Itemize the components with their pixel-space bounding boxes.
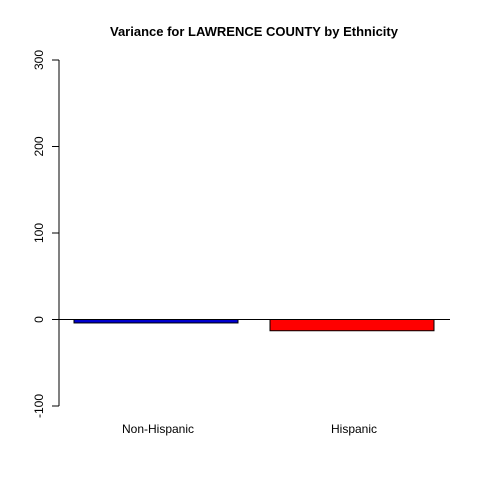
category-label: Non-Hispanic (122, 422, 194, 436)
bar-non-hispanic (73, 319, 239, 324)
y-tick-label: 100 (32, 223, 46, 243)
x-axis-labels: Non-Hispanic Hispanic (122, 422, 377, 436)
y-tick-label: 0 (32, 316, 46, 323)
bar-hispanic (269, 319, 435, 332)
chart-title: Variance for LAWRENCE COUNTY by Ethnicit… (110, 24, 399, 39)
bars (73, 319, 435, 332)
y-tick-label: -100 (32, 394, 46, 418)
y-tick-label: 300 (32, 50, 46, 70)
y-tick-label: 200 (32, 136, 46, 156)
category-label: Hispanic (331, 422, 377, 436)
y-axis: -100 0 100 200 300 (32, 50, 60, 418)
